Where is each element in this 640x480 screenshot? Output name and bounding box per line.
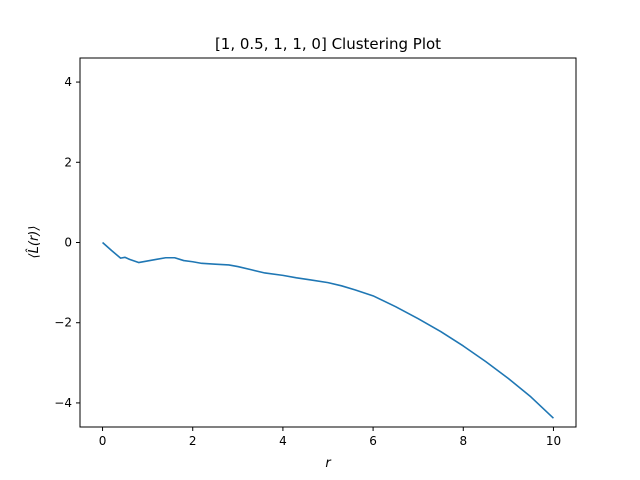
y-tick-label: 0 [64, 236, 72, 250]
x-tick-label: 2 [189, 434, 197, 448]
y-axis-ticks: −4 −2 0 2 4 [54, 75, 80, 410]
x-axis-label: r [325, 456, 332, 471]
x-tick-label: 4 [279, 434, 287, 448]
y-axis-label: ⟨L̂(r)⟩ [27, 226, 42, 259]
x-tick-label: 8 [459, 434, 467, 448]
series-line [102, 241, 554, 419]
plot-frame [79, 57, 577, 428]
y-tick-label: 4 [64, 75, 72, 89]
y-tick-label: −4 [54, 396, 72, 410]
y-tick-label: 2 [64, 155, 72, 169]
x-axis-ticks: 0 2 4 6 8 10 [99, 427, 561, 448]
plot-area: 0 2 4 6 8 10 −4 −2 0 2 4 [54, 57, 577, 448]
chart-title: [1, 0.5, 1, 1, 0] Clustering Plot [215, 35, 441, 53]
y-tick-label: −2 [54, 316, 72, 330]
x-tick-label: 0 [99, 434, 107, 448]
x-tick-label: 6 [369, 434, 377, 448]
x-tick-label: 10 [546, 434, 561, 448]
